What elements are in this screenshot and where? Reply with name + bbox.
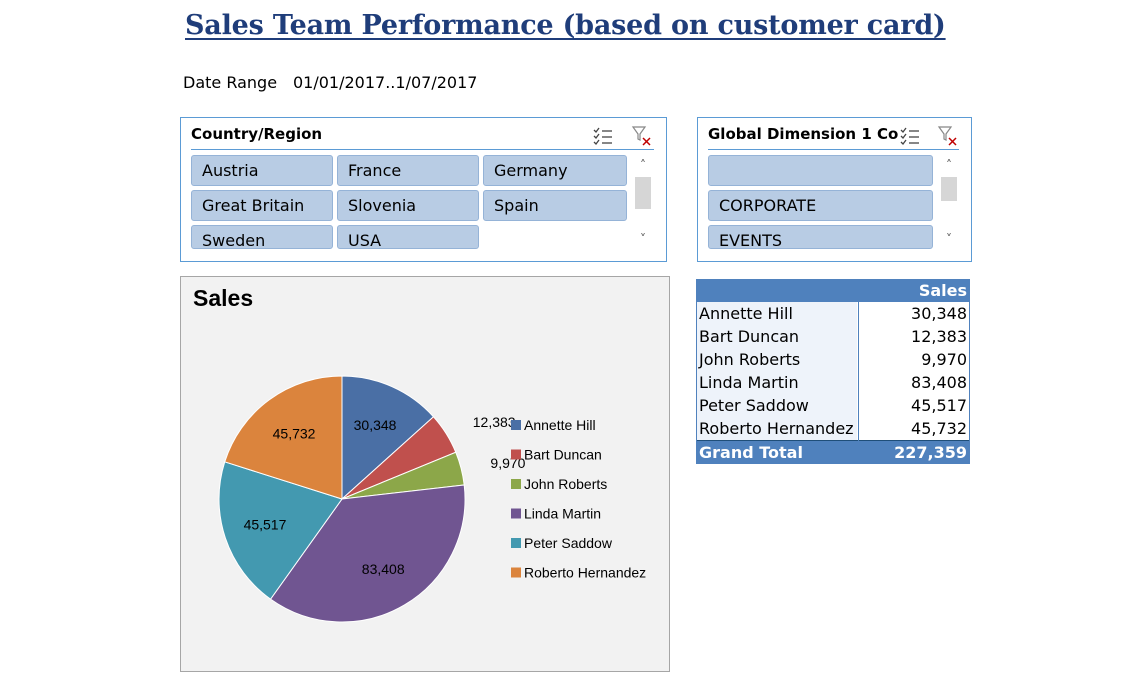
multi-select-icon[interactable] — [899, 125, 921, 147]
slicer-item-sweden[interactable]: Sweden — [191, 225, 333, 249]
slicer-title: Global Dimension 1 Co... — [708, 125, 898, 143]
pivot-row-name: Bart Duncan — [696, 325, 857, 348]
pie-slice-peter-saddow[interactable] — [218, 461, 343, 600]
table-row[interactable]: Linda Martin 83,408 — [696, 371, 970, 394]
slicer-item-great-britain[interactable]: Great Britain — [191, 190, 333, 221]
scroll-thumb[interactable] — [635, 177, 651, 209]
slicer-item-events[interactable]: EVENTS — [708, 225, 933, 249]
pivot-row-value: 83,408 — [857, 371, 970, 394]
pivot-header-sales[interactable]: Sales — [857, 279, 970, 302]
pivot-row-name: Annette Hill — [696, 302, 857, 325]
table-row[interactable]: Annette Hill 30,348 — [696, 302, 970, 325]
date-range-label: Date Range — [183, 73, 278, 92]
global-dimension-slicer: Global Dimension 1 Co... CORPORATE EVENT… — [697, 117, 972, 262]
clear-filter-icon[interactable] — [937, 125, 959, 147]
multi-select-icon[interactable] — [592, 125, 614, 147]
slicer-item-france[interactable]: France — [337, 155, 479, 186]
pivot-row-name: Linda Martin — [696, 371, 857, 394]
pie-data-label: 45,732 — [273, 425, 316, 441]
scroll-down-icon[interactable]: ˅ — [946, 232, 952, 246]
slicer-item-germany[interactable]: Germany — [483, 155, 627, 186]
legend-swatch — [511, 508, 521, 519]
legend-swatch — [511, 538, 521, 548]
pie-data-label: 83,408 — [362, 561, 405, 577]
legend-swatch — [511, 567, 521, 578]
table-row[interactable]: Peter Saddow 45,517 — [696, 394, 970, 417]
sales-chart[interactable]: Sales 30,348 12,383 9,970 83,408 45,517 45,73… — [180, 276, 670, 672]
pivot-row-name: John Roberts — [696, 348, 857, 371]
date-range-value: 01/01/2017..1/07/2017 — [293, 73, 478, 92]
table-row[interactable]: Bart Duncan 12,383 — [696, 325, 970, 348]
legend-entry-annette-hill: Annette Hill — [524, 417, 596, 433]
slicer-item-spain[interactable]: Spain — [483, 190, 627, 221]
slicer-header: Country/Region — [191, 125, 654, 150]
pie-slice-linda-martin[interactable] — [269, 484, 466, 623]
slicer-item-slovenia[interactable]: Slovenia — [337, 190, 479, 221]
pivot-header-row: Sales — [696, 279, 970, 302]
slicer-item-blank[interactable] — [708, 155, 933, 186]
legend-entry-john-roberts: John Roberts — [524, 476, 607, 492]
sales-pivot-table: Sales Annette Hill 30,348 Bart Duncan 12… — [696, 279, 970, 464]
country-region-slicer: Country/Region Austria France Germany Gr… — [180, 117, 667, 262]
grand-total-value: 227,359 — [857, 440, 970, 464]
scroll-up-icon[interactable]: ˄ — [946, 158, 952, 172]
pie-data-label: 45,517 — [244, 517, 287, 533]
legend-swatch — [511, 420, 521, 430]
scroll-thumb[interactable] — [941, 177, 957, 201]
slicer-item-austria[interactable]: Austria — [191, 155, 333, 186]
report-title: Sales Team Performance (based on custome… — [185, 10, 946, 41]
slicer-title: Country/Region — [191, 125, 323, 143]
scroll-up-icon[interactable]: ˄ — [640, 158, 646, 172]
grand-total-label: Grand Total — [696, 440, 857, 464]
legend-swatch — [511, 449, 521, 460]
legend-swatch — [511, 479, 521, 489]
table-row[interactable]: Roberto Hernandez 45,732 — [696, 417, 970, 441]
pivot-row-value: 30,348 — [857, 302, 970, 325]
legend-entry-roberto-hernandez: Roberto Hernandez — [524, 565, 646, 581]
pie-data-label: 12,383 — [473, 414, 516, 430]
clear-filter-icon[interactable] — [631, 125, 653, 147]
grand-total-row[interactable]: Grand Total 227,359 — [696, 440, 970, 464]
pivot-row-name: Roberto Hernandez — [696, 417, 857, 441]
pie-chart: 30,348 12,3839,97083,40845,51745,732Annet… — [218, 375, 646, 623]
pie-slice-annette-hill[interactable] — [341, 375, 435, 501]
legend-entry-bart-duncan: Bart Duncan — [524, 447, 602, 463]
pie-data-label: 30,348 — [354, 417, 397, 433]
slicer-header: Global Dimension 1 Co... — [708, 125, 959, 150]
legend-entry-peter-saddow: Peter Saddow — [524, 535, 613, 551]
pie-slice-roberto-hernandez[interactable] — [224, 375, 343, 500]
chart-title: Sales — [193, 285, 254, 311]
table-row[interactable]: John Roberts 9,970 — [696, 348, 970, 371]
slicer-item-usa[interactable]: USA — [337, 225, 479, 249]
pivot-row-name: Peter Saddow — [696, 394, 857, 417]
legend-entry-linda-martin: Linda Martin — [524, 506, 601, 522]
slicer-scrollbar[interactable]: ˄ ˅ — [939, 155, 959, 249]
pivot-row-value: 9,970 — [857, 348, 970, 371]
pivot-row-value: 12,383 — [857, 325, 970, 348]
scroll-down-icon[interactable]: ˅ — [640, 232, 646, 246]
pivot-row-value: 45,732 — [857, 417, 970, 441]
slicer-scrollbar[interactable]: ˄ ˅ — [633, 155, 653, 249]
pivot-header-blank — [696, 279, 857, 302]
slicer-item-corporate[interactable]: CORPORATE — [708, 190, 933, 221]
pivot-row-value: 45,517 — [857, 394, 970, 417]
